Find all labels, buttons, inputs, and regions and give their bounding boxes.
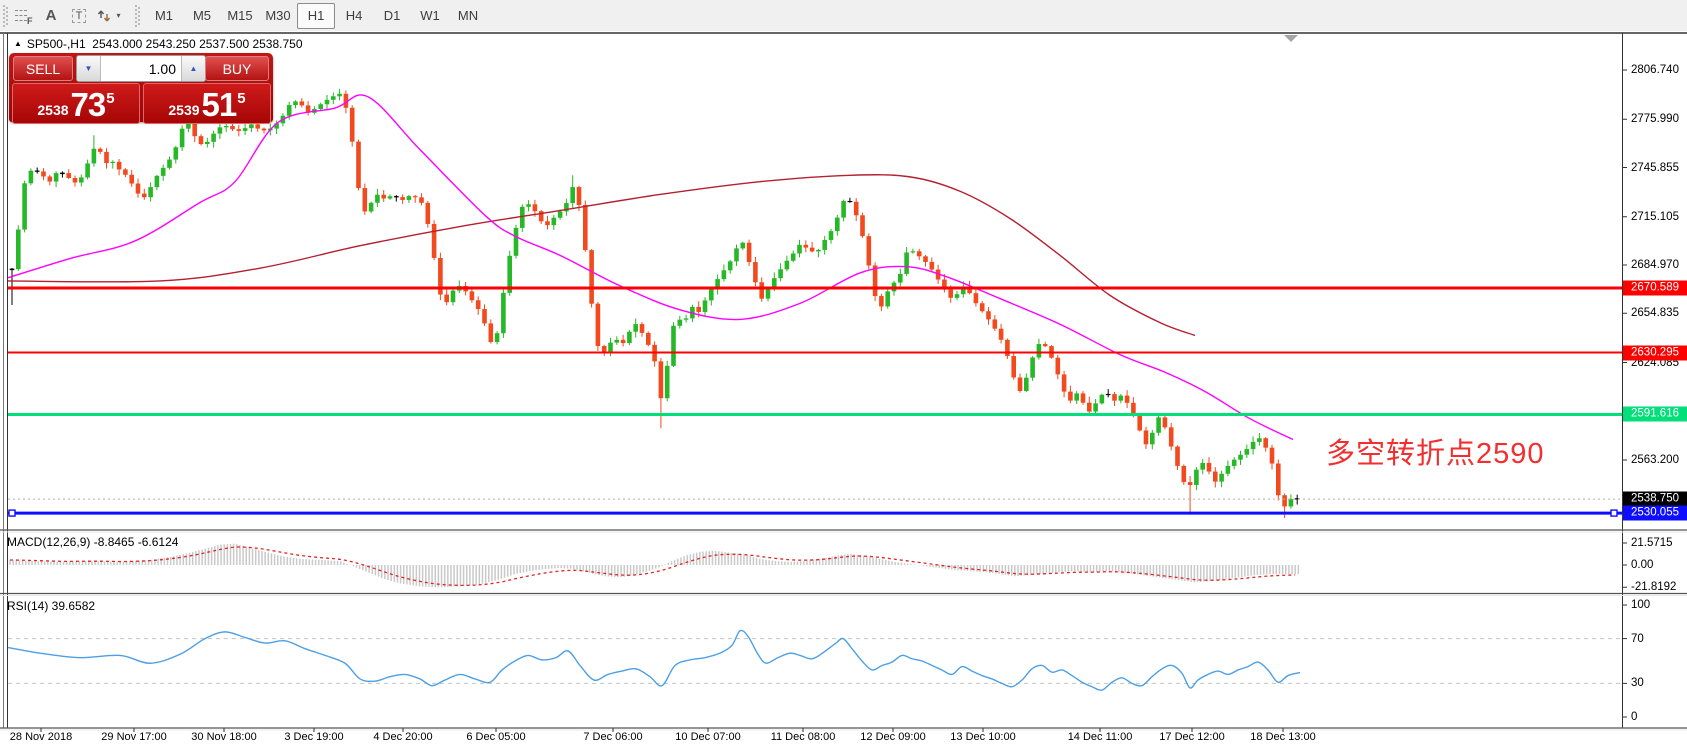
toolbar: F A T ▾ M1 M5 M15 M30 H1 H4 D1 W1 MN: [0, 0, 1687, 32]
chart-canvas[interactable]: [0, 31, 1687, 749]
volume-increase-button[interactable]: ▲: [181, 56, 205, 81]
macd-indicator-label: MACD(12,26,9) -8.8465 -6.6124: [7, 535, 179, 549]
arrows-dropdown-icon[interactable]: ▾: [116, 11, 121, 20]
buy-price-big: 51: [201, 86, 238, 123]
oscillator-tick-label: 100: [1631, 599, 1651, 611]
one-click-trading-panel: SELL ▼ 1.00 ▲ BUY 2538 73 5 2539 51 5: [9, 53, 273, 124]
sell-price-prefix: 2538: [37, 102, 69, 118]
timeframe-button-mn[interactable]: MN: [457, 8, 479, 23]
symbol-period: SP500-,H1: [26, 37, 86, 51]
chart-window[interactable]: ▲ SP500-,H1 2543.000 2543.250 2537.500 25…: [0, 31, 1687, 749]
price-tick-label: 2806.740: [1631, 64, 1679, 76]
time-tick-label: 18 Dec 13:00: [1250, 731, 1316, 743]
volume-control: ▼ 1.00 ▲: [76, 55, 206, 82]
time-tick-label: 11 Dec 08:00: [770, 731, 836, 743]
timeframe-button-h4[interactable]: H4: [345, 8, 363, 23]
time-tick-label: 29 Nov 17:00: [101, 731, 167, 743]
time-tick-label: 4 Dec 20:00: [373, 731, 433, 743]
price-badge: 2591.616: [1623, 406, 1687, 422]
buy-button[interactable]: BUY: [205, 56, 269, 81]
chart-title: ▲ SP500-,H1 2543.000 2543.250 2537.500 25…: [14, 37, 303, 51]
price-badge: 2630.295: [1623, 345, 1687, 361]
rsi-indicator-label: RSI(14) 39.6582: [7, 599, 96, 613]
timeframe-button-d1[interactable]: D1: [383, 8, 401, 23]
toolbar-grip-2[interactable]: [135, 4, 140, 27]
sell-price-display[interactable]: 2538 73 5: [12, 83, 140, 124]
price-tick-label: 2654.835: [1631, 307, 1679, 320]
oscillator-tick-label: -21.8192: [1631, 581, 1677, 594]
text-label-tool-icon[interactable]: A: [45, 7, 57, 24]
price-tick-label: 2563.200: [1631, 454, 1679, 466]
chart-text-annotation: 多空转折点2590: [1326, 438, 1545, 470]
timeframe-button-m5[interactable]: M5: [192, 8, 212, 23]
ma-slow-line: [7, 174, 1196, 337]
timeframe-button-h1[interactable]: H1: [297, 2, 335, 29]
macd-signal-line: [9, 546, 1296, 587]
time-tick-label: 3 Dec 19:00: [284, 731, 344, 743]
time-tick-label: 7 Dec 06:00: [583, 731, 643, 743]
time-tick-label: 28 Nov 2018: [9, 731, 73, 743]
price-badge: 2538.750: [1623, 491, 1687, 507]
price-tick-label: 2745.855: [1631, 161, 1679, 174]
price-tick-label: 2684.970: [1631, 259, 1679, 271]
oscillator-tick-label: 21.5715: [1631, 536, 1673, 549]
buy-price-display[interactable]: 2539 51 5: [143, 83, 271, 124]
timeframe-button-w1[interactable]: W1: [420, 8, 440, 23]
ohlc-values: 2543.000 2543.250 2537.500 2538.750: [92, 37, 303, 51]
toolbar-grip[interactable]: [3, 4, 8, 27]
timeframe-toolbar: M1 M5 M15 M30 H1 H4 D1 W1 MN: [145, 2, 487, 29]
sell-price-sup: 5: [106, 90, 115, 107]
time-tick-label: 30 Nov 18:00: [191, 731, 257, 743]
timeframe-button-m30[interactable]: M30: [265, 8, 291, 23]
volume-input[interactable]: 1.00: [148, 60, 176, 77]
oscillator-tick-label: 70: [1631, 632, 1644, 645]
oscillator-tick-label: 30: [1631, 677, 1644, 690]
time-tick-label: 17 Dec 12:00: [1159, 731, 1225, 743]
sell-button[interactable]: SELL: [13, 56, 73, 81]
timeframe-button-m1[interactable]: M1: [154, 8, 174, 23]
collapse-panel-icon[interactable]: ▲: [14, 39, 22, 48]
arrows-glyph: [98, 10, 111, 21]
time-tick-label: 13 Dec 10:00: [950, 731, 1016, 743]
arrows-tool-icon[interactable]: ▾: [97, 4, 121, 28]
time-tick-label: 14 Dec 11:00: [1067, 731, 1133, 743]
volume-decrease-button[interactable]: ▼: [77, 56, 101, 81]
line-handle[interactable]: [1610, 509, 1618, 517]
time-tick-label: 10 Dec 07:00: [675, 731, 741, 743]
buy-price-prefix: 2539: [168, 102, 200, 118]
ma-fast-line: [7, 94, 1294, 441]
time-tick-label: 6 Dec 05:00: [466, 731, 526, 743]
fibonacci-tool-icon[interactable]: F: [11, 4, 35, 28]
sell-price-big: 73: [70, 86, 107, 123]
timeframe-button-m15[interactable]: M15: [227, 8, 253, 23]
time-tick-label: 12 Dec 09:00: [860, 731, 926, 743]
text-box-tool-icon[interactable]: T: [67, 4, 91, 28]
buy-price-sup: 5: [237, 90, 246, 107]
price-badge: 2530.055: [1623, 505, 1687, 521]
oscillator-tick-label: 0: [1631, 711, 1638, 723]
line-handle[interactable]: [8, 509, 16, 517]
chart-shift-marker: [1284, 35, 1298, 42]
price-tick-label: 2775.990: [1631, 113, 1679, 126]
rsi-line: [7, 629, 1301, 691]
oscillator-tick-label: 0.00: [1631, 559, 1654, 571]
text-box-glyph: T: [71, 8, 87, 23]
price-badge: 2670.589: [1623, 280, 1687, 296]
price-tick-label: 2715.105: [1631, 210, 1679, 223]
